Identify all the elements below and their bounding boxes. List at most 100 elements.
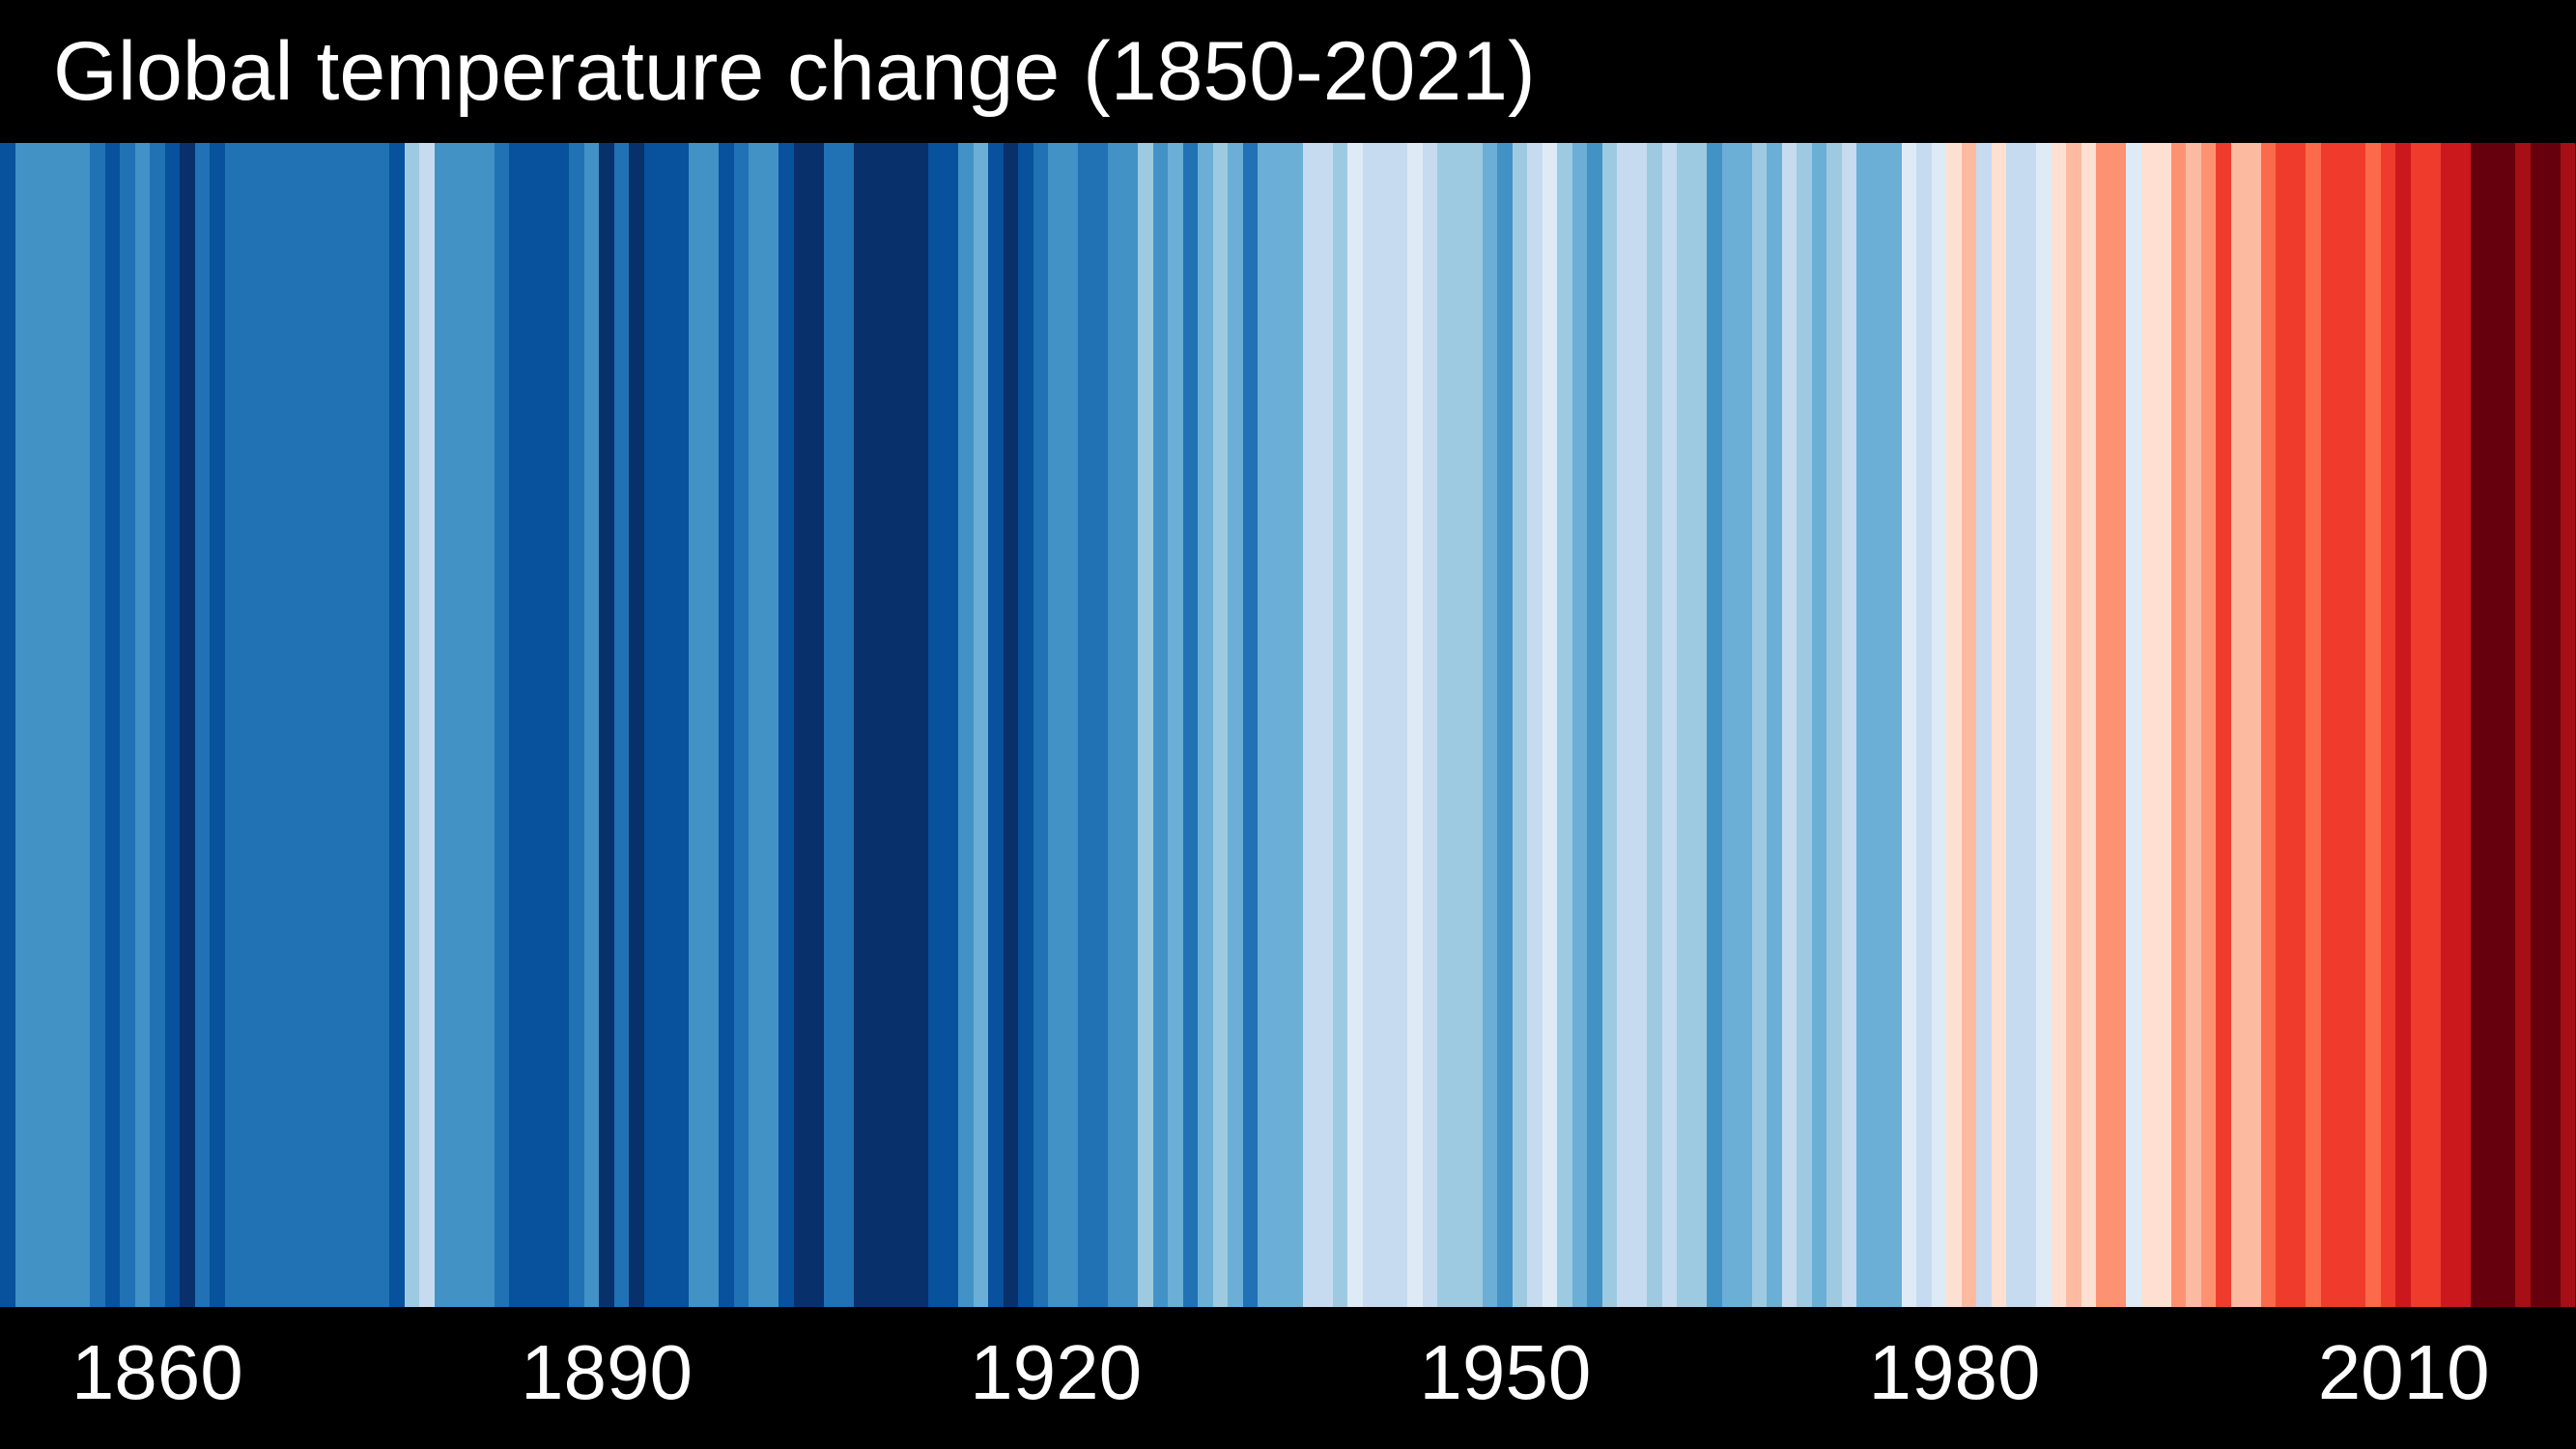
year-stripe-1968 bbox=[1767, 143, 1782, 1307]
year-stripe-1894 bbox=[659, 143, 674, 1307]
year-stripe-1860 bbox=[150, 143, 165, 1307]
year-stripe-1910 bbox=[898, 143, 914, 1307]
year-stripe-1941 bbox=[1362, 143, 1377, 1307]
x-tick-label-1950: 1950 bbox=[1419, 1329, 1592, 1415]
year-stripe-1921 bbox=[1062, 143, 1078, 1307]
year-stripe-1868 bbox=[269, 143, 285, 1307]
year-stripe-1907 bbox=[853, 143, 868, 1307]
year-stripe-1877 bbox=[404, 143, 419, 1307]
stripes-plot-area bbox=[0, 143, 2576, 1307]
year-stripe-1969 bbox=[1781, 143, 1797, 1307]
year-stripe-1917 bbox=[1003, 143, 1018, 1307]
year-stripe-1857 bbox=[104, 143, 120, 1307]
year-stripe-1967 bbox=[1751, 143, 1767, 1307]
year-stripe-1915 bbox=[973, 143, 988, 1307]
year-stripe-1924 bbox=[1108, 143, 1123, 1307]
year-stripe-1876 bbox=[389, 143, 405, 1307]
year-stripe-1966 bbox=[1737, 143, 1752, 1307]
year-stripe-1957 bbox=[1601, 143, 1617, 1307]
year-stripe-1980 bbox=[1946, 143, 1962, 1307]
year-stripe-1884 bbox=[509, 143, 524, 1307]
year-stripe-1906 bbox=[838, 143, 854, 1307]
year-stripe-1974 bbox=[1856, 143, 1872, 1307]
year-stripe-1892 bbox=[629, 143, 644, 1307]
year-stripe-1988 bbox=[2066, 143, 2081, 1307]
year-stripe-1918 bbox=[1018, 143, 1033, 1307]
year-stripe-1871 bbox=[314, 143, 329, 1307]
year-stripe-1979 bbox=[1931, 143, 1946, 1307]
year-stripe-1977 bbox=[1901, 143, 1916, 1307]
year-stripe-1954 bbox=[1557, 143, 1572, 1307]
x-tick-label-1920: 1920 bbox=[970, 1329, 1143, 1415]
year-stripe-1886 bbox=[539, 143, 554, 1307]
year-stripe-1934 bbox=[1258, 143, 1273, 1307]
year-stripe-2008 bbox=[2365, 143, 2381, 1307]
year-stripe-2003 bbox=[2290, 143, 2306, 1307]
year-stripe-1888 bbox=[569, 143, 584, 1307]
year-stripe-2014 bbox=[2455, 143, 2471, 1307]
year-stripe-1893 bbox=[643, 143, 659, 1307]
year-stripe-1996 bbox=[2186, 143, 2201, 1307]
year-stripe-1903 bbox=[793, 143, 808, 1307]
year-stripe-2012 bbox=[2425, 143, 2441, 1307]
year-stripe-1965 bbox=[1721, 143, 1737, 1307]
year-stripe-1945 bbox=[1422, 143, 1437, 1307]
year-stripe-1999 bbox=[2230, 143, 2246, 1307]
year-stripe-1870 bbox=[299, 143, 315, 1307]
year-stripe-1985 bbox=[2021, 143, 2036, 1307]
year-stripe-1861 bbox=[164, 143, 180, 1307]
year-stripe-1896 bbox=[689, 143, 704, 1307]
year-stripe-1883 bbox=[494, 143, 509, 1307]
year-stripe-1993 bbox=[2140, 143, 2156, 1307]
year-stripe-1975 bbox=[1871, 143, 1886, 1307]
year-stripe-2007 bbox=[2350, 143, 2365, 1307]
year-stripe-1991 bbox=[2110, 143, 2126, 1307]
year-stripe-1911 bbox=[913, 143, 928, 1307]
year-stripe-1889 bbox=[583, 143, 599, 1307]
year-stripe-1987 bbox=[2051, 143, 2066, 1307]
year-stripe-1963 bbox=[1691, 143, 1707, 1307]
year-stripe-1976 bbox=[1886, 143, 1902, 1307]
year-stripe-1971 bbox=[1811, 143, 1826, 1307]
year-stripe-1927 bbox=[1152, 143, 1168, 1307]
year-stripe-2017 bbox=[2500, 143, 2515, 1307]
year-stripe-1972 bbox=[1826, 143, 1842, 1307]
year-stripe-1948 bbox=[1467, 143, 1483, 1307]
year-stripe-1897 bbox=[703, 143, 719, 1307]
year-stripe-2010 bbox=[2395, 143, 2411, 1307]
year-stripe-1858 bbox=[120, 143, 135, 1307]
year-stripe-1920 bbox=[1048, 143, 1063, 1307]
x-tick-label-2010: 2010 bbox=[2317, 1329, 2490, 1415]
year-stripe-2021 bbox=[2560, 143, 2575, 1307]
year-stripe-1990 bbox=[2096, 143, 2111, 1307]
year-stripe-2011 bbox=[2410, 143, 2425, 1307]
year-stripe-1958 bbox=[1617, 143, 1632, 1307]
year-stripe-1865 bbox=[224, 143, 240, 1307]
year-stripe-2019 bbox=[2530, 143, 2545, 1307]
year-stripe-1854 bbox=[60, 143, 75, 1307]
year-stripe-1956 bbox=[1587, 143, 1602, 1307]
year-stripe-1951 bbox=[1512, 143, 1527, 1307]
year-stripe-1947 bbox=[1452, 143, 1467, 1307]
year-stripe-1880 bbox=[449, 143, 465, 1307]
year-stripe-1879 bbox=[434, 143, 449, 1307]
year-stripe-1998 bbox=[2216, 143, 2231, 1307]
year-stripe-1970 bbox=[1797, 143, 1812, 1307]
year-stripe-1932 bbox=[1228, 143, 1243, 1307]
year-stripe-1935 bbox=[1272, 143, 1288, 1307]
year-stripe-1994 bbox=[2156, 143, 2171, 1307]
year-stripe-2001 bbox=[2260, 143, 2276, 1307]
x-tick-label-1980: 1980 bbox=[1868, 1329, 2041, 1415]
year-stripe-1912 bbox=[928, 143, 944, 1307]
year-stripe-1853 bbox=[44, 143, 60, 1307]
year-stripe-1891 bbox=[613, 143, 629, 1307]
chart-title-bar: Global temperature change (1850-2021) bbox=[0, 0, 2576, 143]
year-stripe-1989 bbox=[2081, 143, 2096, 1307]
year-stripe-1949 bbox=[1482, 143, 1497, 1307]
year-stripe-1863 bbox=[194, 143, 210, 1307]
year-stripe-1938 bbox=[1317, 143, 1333, 1307]
year-stripe-1872 bbox=[329, 143, 345, 1307]
year-stripe-1923 bbox=[1092, 143, 1108, 1307]
x-axis: 1860 1890 1920 1950 1980 2010 bbox=[0, 1307, 2576, 1449]
year-stripe-1866 bbox=[240, 143, 255, 1307]
